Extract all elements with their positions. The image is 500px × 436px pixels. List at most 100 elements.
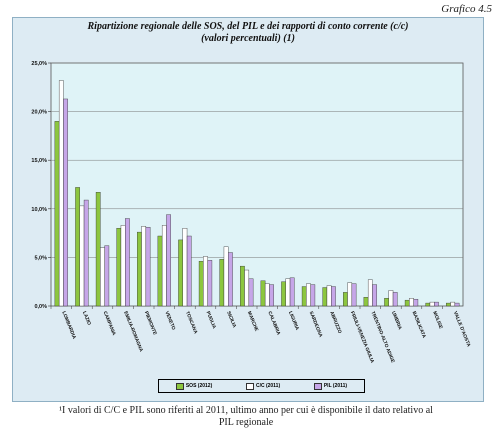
legend-item-pil: PIL (2011) bbox=[313, 382, 348, 390]
x-tick-label: SARDEGNA bbox=[308, 311, 324, 339]
x-tick-label: VENETO bbox=[163, 311, 176, 332]
bar-sos bbox=[384, 298, 389, 307]
bar-sos bbox=[363, 297, 369, 307]
chart-title-line1: Ripartizione regionale delle SOS, del PI… bbox=[87, 21, 409, 32]
bar-pil bbox=[83, 199, 89, 307]
x-tick-label: LIGURIA bbox=[287, 311, 300, 332]
legend-label-sos: SOS (2012) bbox=[185, 383, 213, 389]
bar-cc bbox=[79, 205, 85, 307]
bar-cc bbox=[223, 246, 229, 307]
y-tick-label: 15,0% bbox=[31, 158, 47, 164]
chart-title: Ripartizione regionale delle SOS, del PI… bbox=[13, 21, 483, 45]
y-tick-label: 5,0% bbox=[34, 255, 47, 261]
x-tick-label: EMILIA-ROMAGNA bbox=[122, 311, 144, 354]
y-tick-label: 10,0% bbox=[31, 207, 47, 213]
bar-pil bbox=[310, 284, 316, 307]
bar-pil bbox=[269, 284, 274, 307]
plot-area bbox=[50, 62, 464, 307]
bar-sos bbox=[260, 280, 266, 307]
x-tick-label: CALABRIA bbox=[266, 311, 281, 337]
bar-sos bbox=[95, 192, 101, 307]
bar-cc bbox=[347, 282, 353, 307]
bar-sos bbox=[301, 286, 307, 307]
bar-cc bbox=[141, 226, 147, 307]
bar-cc bbox=[264, 283, 270, 307]
x-tick-label: TRENTINO-ALTO ADIGE bbox=[369, 311, 395, 365]
bar-cc bbox=[409, 298, 414, 307]
chart-panel: 0,0% 5,0% 10,0% 15,0% 20,0% 25,0% LOMBARDIA LAZ… bbox=[12, 17, 484, 402]
bar-pil bbox=[166, 214, 171, 307]
bar-sos bbox=[240, 265, 245, 307]
legend-item-cc: C/C (2011) bbox=[245, 382, 281, 390]
x-tick-label: LOMBARDIA bbox=[60, 311, 77, 341]
bar-pil bbox=[289, 277, 295, 307]
x-tick-label: MARCHE bbox=[246, 311, 260, 334]
chart-title-line2: (valori percentuali) (1) bbox=[201, 33, 295, 44]
bar-sos bbox=[198, 261, 204, 307]
bar-cc bbox=[388, 290, 394, 307]
bar-pil bbox=[145, 227, 151, 307]
bar-sos bbox=[137, 231, 142, 307]
bar-sos bbox=[75, 187, 80, 307]
bar-sos bbox=[157, 235, 163, 307]
legend-swatch-pil bbox=[313, 382, 322, 390]
bar-pil bbox=[125, 218, 130, 307]
bar-pil bbox=[372, 284, 377, 307]
bar-cc bbox=[161, 225, 167, 307]
bar-pil bbox=[207, 260, 213, 307]
x-tick-label: PIEMONTE bbox=[143, 311, 158, 337]
footnote-line1: ¹I valori di C/C e PIL sono riferiti al … bbox=[59, 405, 433, 416]
bar-cc bbox=[429, 301, 435, 307]
bar-pil bbox=[248, 278, 254, 307]
bar-pil bbox=[104, 245, 110, 307]
bar-cc bbox=[244, 269, 250, 307]
bar-sos bbox=[116, 228, 122, 307]
x-tick-label: PUGLIA bbox=[205, 311, 218, 331]
x-tick-label: FRIULI-VENEZIA GIULIA bbox=[349, 311, 375, 365]
footnote-line2: PIL regionale bbox=[218, 417, 274, 428]
bar-cc bbox=[100, 247, 105, 307]
legend-label-pil: PIL (2011) bbox=[323, 383, 348, 389]
bar-cc bbox=[285, 278, 291, 307]
bar-pil bbox=[186, 235, 192, 307]
footnote: ¹I valori di C/C e PIL sono riferiti al … bbox=[26, 405, 466, 429]
bar-pil bbox=[63, 98, 68, 307]
x-tick-label: BASILICATA bbox=[411, 311, 427, 340]
y-tick-label: 25,0% bbox=[31, 61, 47, 67]
x-tick-label: ABRUZZO bbox=[328, 311, 342, 335]
y-tick-label: 20,0% bbox=[31, 110, 47, 116]
x-tick-label: TOSCANA bbox=[184, 311, 199, 336]
x-tick-label: MOLISE bbox=[431, 311, 444, 331]
bar-sos bbox=[322, 287, 328, 307]
legend-swatch-cc bbox=[245, 382, 254, 390]
x-tick-label: SICILIA bbox=[225, 311, 237, 330]
x-tick-label: VALLE D'AOSTA bbox=[452, 311, 472, 349]
bar-sos bbox=[219, 259, 225, 307]
bar-sos bbox=[446, 302, 451, 307]
bar-cc bbox=[367, 279, 373, 307]
bar-cc bbox=[450, 301, 456, 307]
y-tick-label: 0,0% bbox=[34, 304, 47, 310]
bar-cc bbox=[182, 228, 188, 307]
bar-cc bbox=[120, 225, 126, 307]
bar-cc bbox=[326, 285, 332, 307]
bar-sos bbox=[54, 121, 60, 307]
legend-item-sos: SOS (2012) bbox=[175, 382, 213, 390]
bar-sos bbox=[178, 239, 183, 307]
frame-label: Grafico 4.5 bbox=[441, 3, 492, 15]
legend-swatch-sos bbox=[175, 382, 184, 390]
x-tick-label: LAZIO bbox=[81, 311, 92, 327]
legend-label-cc: C/C (2011) bbox=[255, 383, 281, 389]
bar-cc bbox=[203, 256, 208, 307]
bar-pil bbox=[228, 252, 233, 307]
bar-sos bbox=[425, 302, 431, 307]
bar-pil bbox=[413, 298, 419, 307]
bar-sos bbox=[404, 299, 410, 307]
bar-pil bbox=[392, 292, 398, 307]
bar-cc bbox=[306, 283, 311, 307]
bar-pil bbox=[434, 301, 439, 307]
x-tick-label: CAMPANIA bbox=[102, 311, 117, 337]
bar-pil bbox=[454, 302, 460, 307]
chart-svg: 0,0% 5,0% 10,0% 15,0% 20,0% 25,0% LOMBARDIA LAZ… bbox=[31, 61, 472, 365]
bar-sos bbox=[343, 292, 348, 307]
